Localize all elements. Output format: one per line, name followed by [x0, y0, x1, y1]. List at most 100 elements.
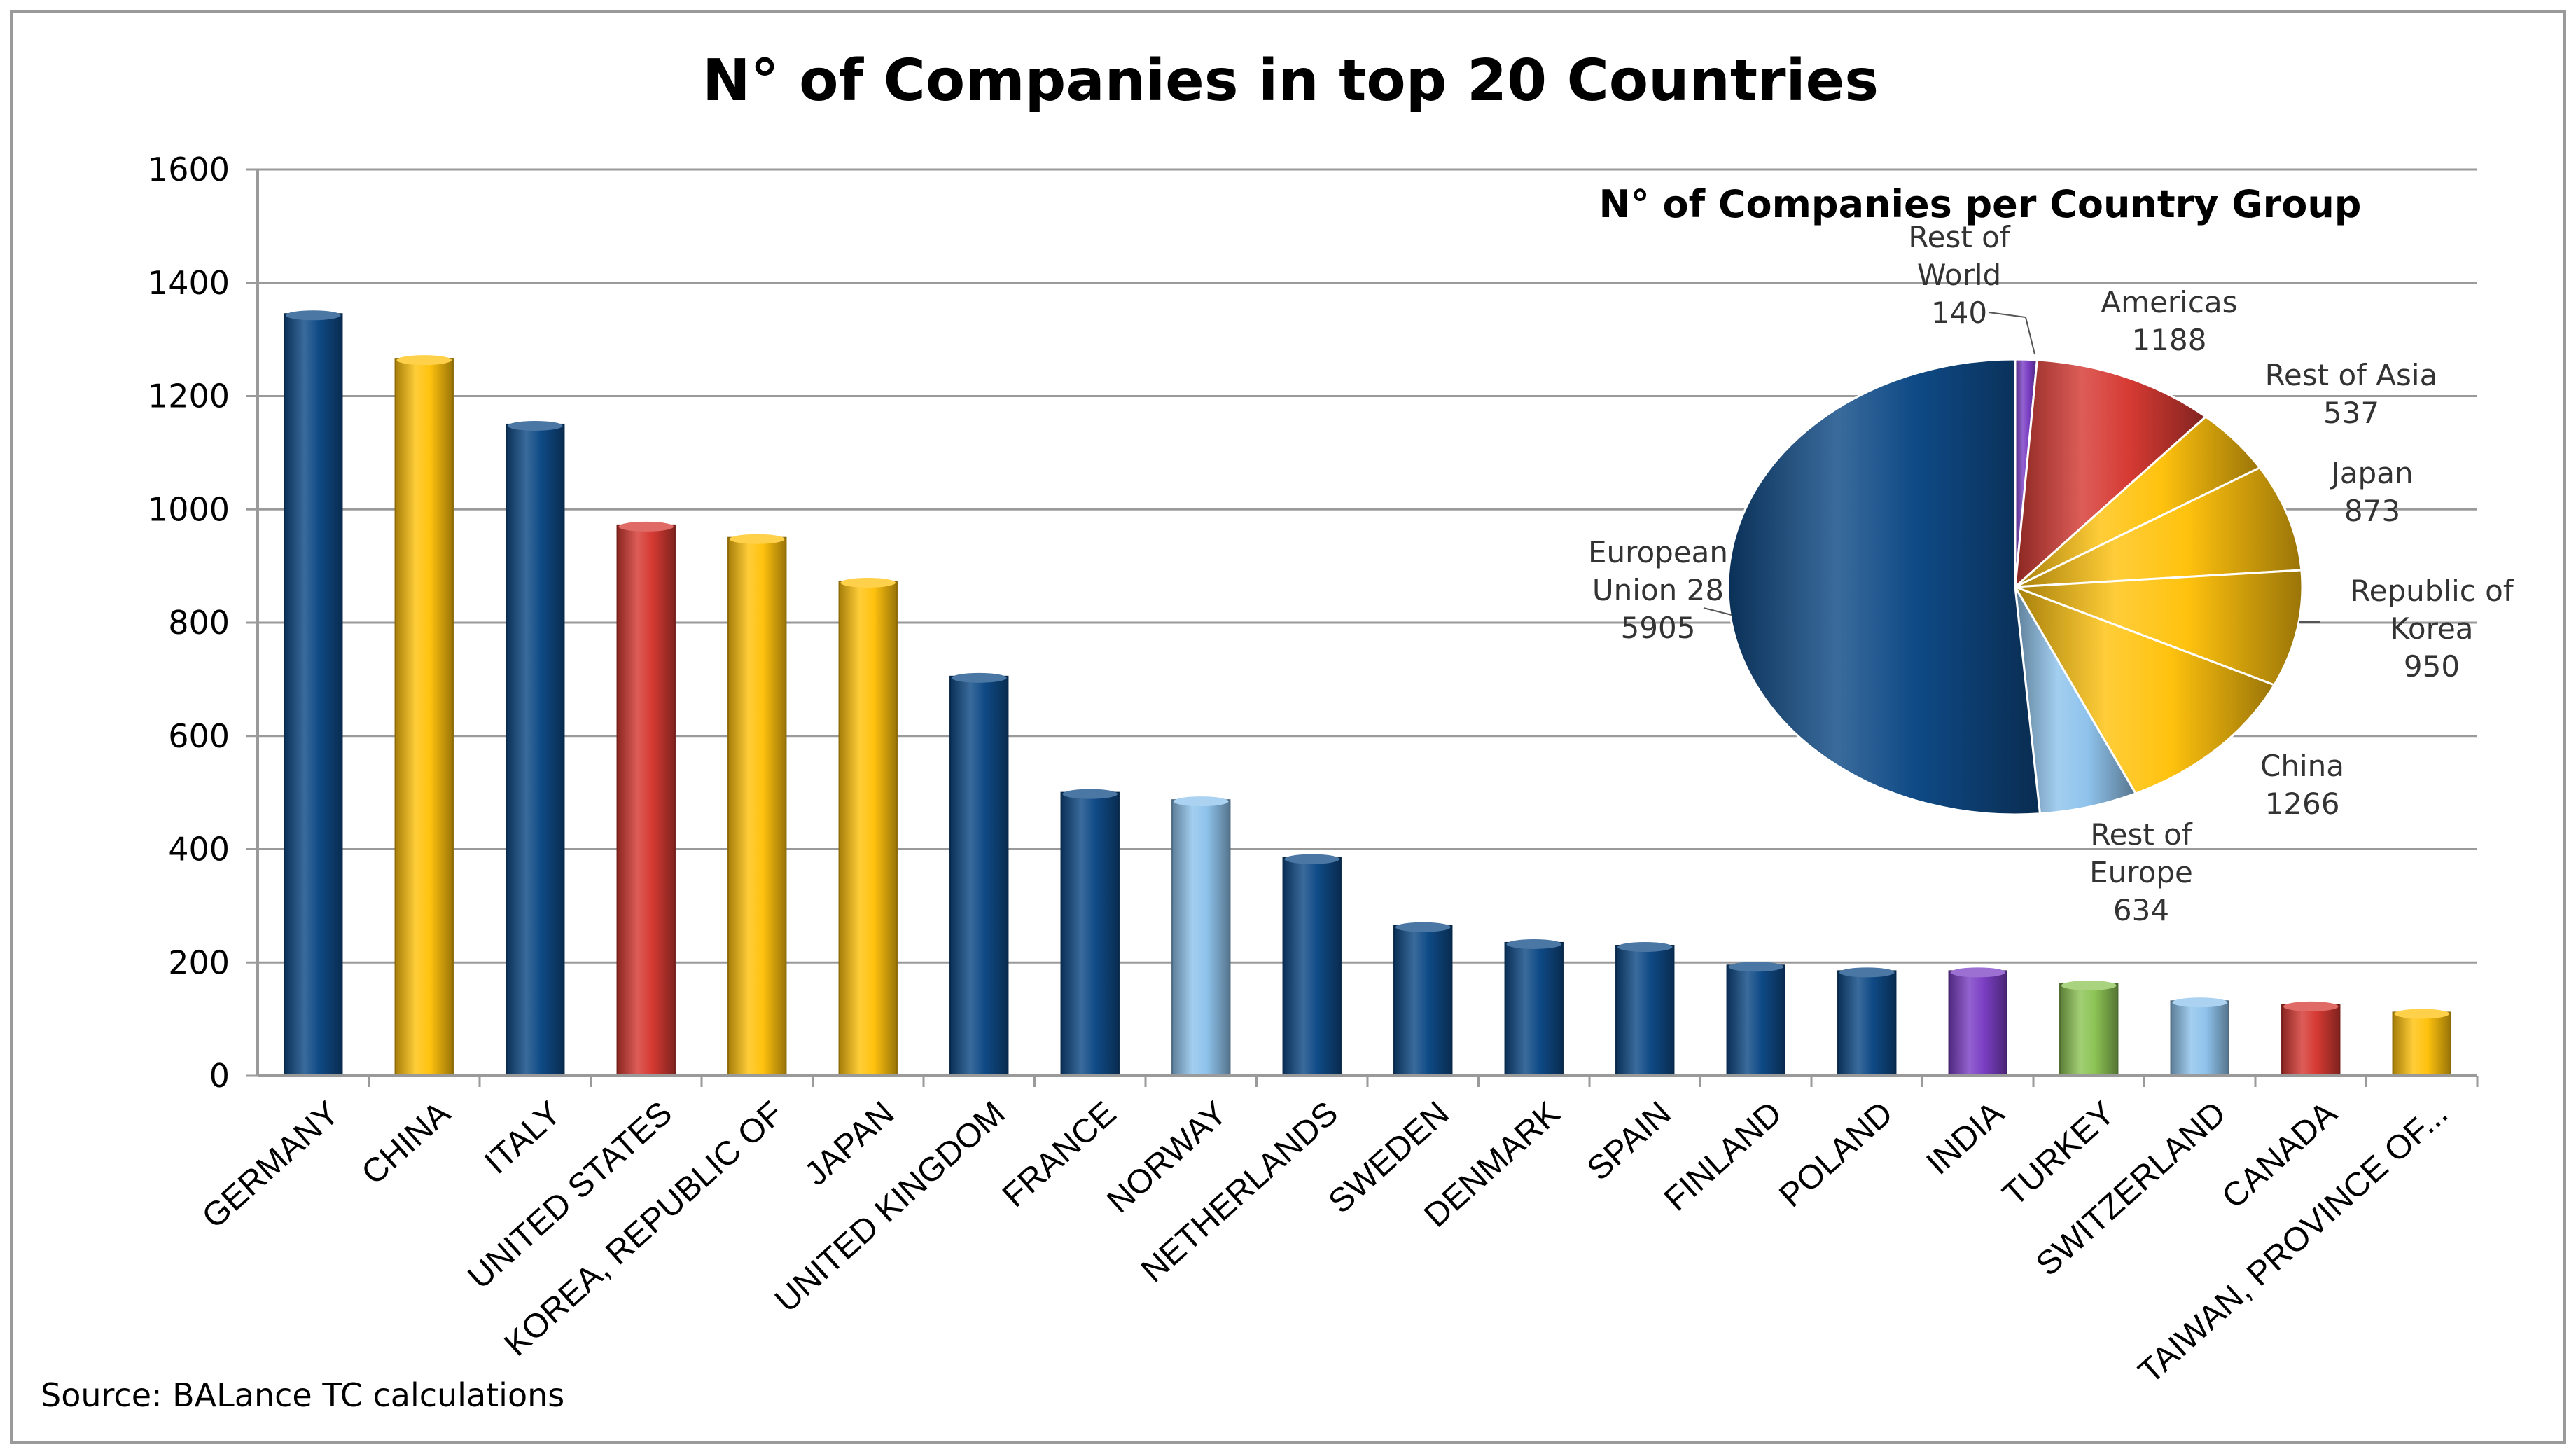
bar-spain [1615, 944, 1675, 1077]
y-tick-label: 400 [168, 831, 230, 868]
bar-top-highlight [1395, 922, 1451, 932]
pie-label-line: Rest of [2090, 817, 2193, 852]
bar-top-highlight [1174, 796, 1229, 807]
bar-top-highlight [2061, 980, 2117, 990]
y-tick-label: 1200 [148, 378, 230, 415]
bar-top-highlight [1062, 789, 1118, 799]
pie-label-line: 634 [2113, 893, 2169, 927]
pie-label-line: 873 [2344, 494, 2400, 528]
x-tick-label: NETHERLANDS [1134, 1095, 1345, 1290]
bar-top-highlight [2394, 1009, 2449, 1019]
bar-canada [2281, 1004, 2341, 1076]
pie-slice-americas [2014, 359, 2208, 590]
x-tick-label: FINLAND [1657, 1095, 1789, 1219]
pie-label-line: China [2260, 749, 2344, 783]
pie-slice-european-union-28 [1727, 358, 2042, 816]
pie-label-line: Union 28 [1592, 573, 1724, 607]
bar-top-highlight [286, 310, 341, 321]
pie-label: Japan 873 [2329, 456, 2413, 528]
pie-title: N° of Companies per Country Group [1599, 182, 2362, 226]
pie-slice-rest-of-europe [2014, 586, 2138, 815]
bar-united-kingdom [949, 675, 1009, 1076]
pie-label: Americas 1188 [2101, 285, 2237, 357]
pie-leader-line [1703, 607, 1732, 616]
bar-finland [1726, 964, 1785, 1076]
bar-turkey [2059, 983, 2119, 1077]
pie-label: Rest of Europe 634 [2089, 817, 2193, 927]
pie-label-line: European [1588, 535, 1728, 569]
pie-label-line: World [1917, 258, 2001, 292]
bar-japan [838, 580, 898, 1076]
y-axis-ticks: 0 200 400 600 800 1000 1200 1400 1600 [148, 151, 230, 1095]
pie-label-line: Japan [2329, 456, 2413, 490]
bar-germany [284, 313, 343, 1077]
bar-top-highlight [1284, 854, 1339, 864]
bar-china [394, 358, 454, 1076]
x-tick-label: INDIA [1920, 1095, 2012, 1182]
pie-label-line: Rest of Asia [2265, 358, 2438, 392]
y-tick-label: 1000 [148, 490, 230, 528]
bar-top-highlight [952, 672, 1007, 683]
x-tick-label: SPAIN [1580, 1095, 1678, 1188]
y-tick-label: 800 [168, 604, 230, 642]
bar-norway [1171, 799, 1231, 1077]
x-tick-label: CHINA [355, 1095, 457, 1192]
bar-top-highlight [396, 355, 452, 366]
pie-label-line: Republic of [2350, 574, 2514, 608]
pie-slice-republic-of-korea [2014, 569, 2304, 686]
bar-top-highlight [1839, 967, 1895, 978]
pie-label: Rest of World 140 [1908, 220, 2011, 330]
bar-top-highlight [1617, 941, 1673, 952]
pie-label-line: 5905 [1621, 611, 1696, 645]
bars [284, 310, 2451, 1077]
x-tick-label: SWITZERLAND [2029, 1095, 2233, 1284]
y-tick-label: 0 [209, 1057, 230, 1095]
pie-label: European Union 28 5905 [1588, 535, 1728, 645]
y-tick-label: 1400 [148, 264, 230, 302]
x-tick-label: ITALY [478, 1095, 568, 1182]
pie-labels: Rest of World 140 Americas 1188 Rest of Asia 5… [1588, 220, 2514, 927]
chart-canvas: N° of Companies in top 20 Countries 0 200… [41, 48, 2514, 1414]
chart-frame: N° of Companies in top 20 Countries 0 200… [10, 10, 2566, 1444]
pie-label-line: 1266 [2265, 787, 2340, 821]
pie-label-line: Rest of [1908, 220, 2011, 254]
y-tick-label: 1600 [148, 151, 230, 188]
bar-top-highlight [1506, 939, 1561, 949]
x-tick-label: JAPAN [798, 1095, 901, 1193]
axes [256, 169, 2477, 1077]
x-tick-label: GERMANY [195, 1095, 347, 1236]
bar-top-highlight [508, 420, 563, 431]
x-tick-label: POLAND [1772, 1095, 1900, 1214]
bar-poland [1837, 970, 1897, 1076]
bar-united-states [616, 524, 676, 1076]
y-tick-label: 600 [168, 717, 230, 755]
bar-denmark [1504, 941, 1564, 1076]
bar-top-highlight [730, 534, 785, 544]
pie-label-line: Korea [2390, 611, 2473, 646]
pie-label: Rest of Asia 537 [2265, 358, 2438, 430]
pie-label: China 1266 [2260, 749, 2344, 821]
chart-title: N° of Companies in top 20 Countries [702, 48, 1879, 114]
bar-top-highlight [1950, 967, 2005, 978]
x-tick-label: UNITED STATES [461, 1095, 680, 1296]
pie-label-line: 950 [2404, 649, 2460, 684]
bar-sweden [1393, 925, 1453, 1077]
bar-top-highlight [1728, 962, 1783, 972]
y-tick-label: 200 [168, 943, 230, 981]
pie-label-line: 140 [1931, 296, 1987, 330]
bar-top-highlight [618, 521, 674, 532]
pie-slice-china [2012, 585, 2276, 795]
source-note: Source: BALance TC calculations [41, 1376, 564, 1414]
bar-india [1948, 970, 2007, 1076]
bar-top-highlight [2283, 1001, 2339, 1011]
bar-top-highlight [840, 577, 896, 588]
pie-label-line: Americas [2101, 285, 2237, 319]
pie-label: Republic of Korea 950 [2350, 574, 2514, 684]
pie-leader-line [1988, 312, 2035, 355]
pie-slice-japan [2014, 466, 2303, 588]
bar-netherlands [1282, 857, 1342, 1076]
bar-taiwan-province-of [2392, 1011, 2451, 1077]
bar-france [1060, 791, 1120, 1076]
bar-top-highlight [2172, 997, 2227, 1008]
